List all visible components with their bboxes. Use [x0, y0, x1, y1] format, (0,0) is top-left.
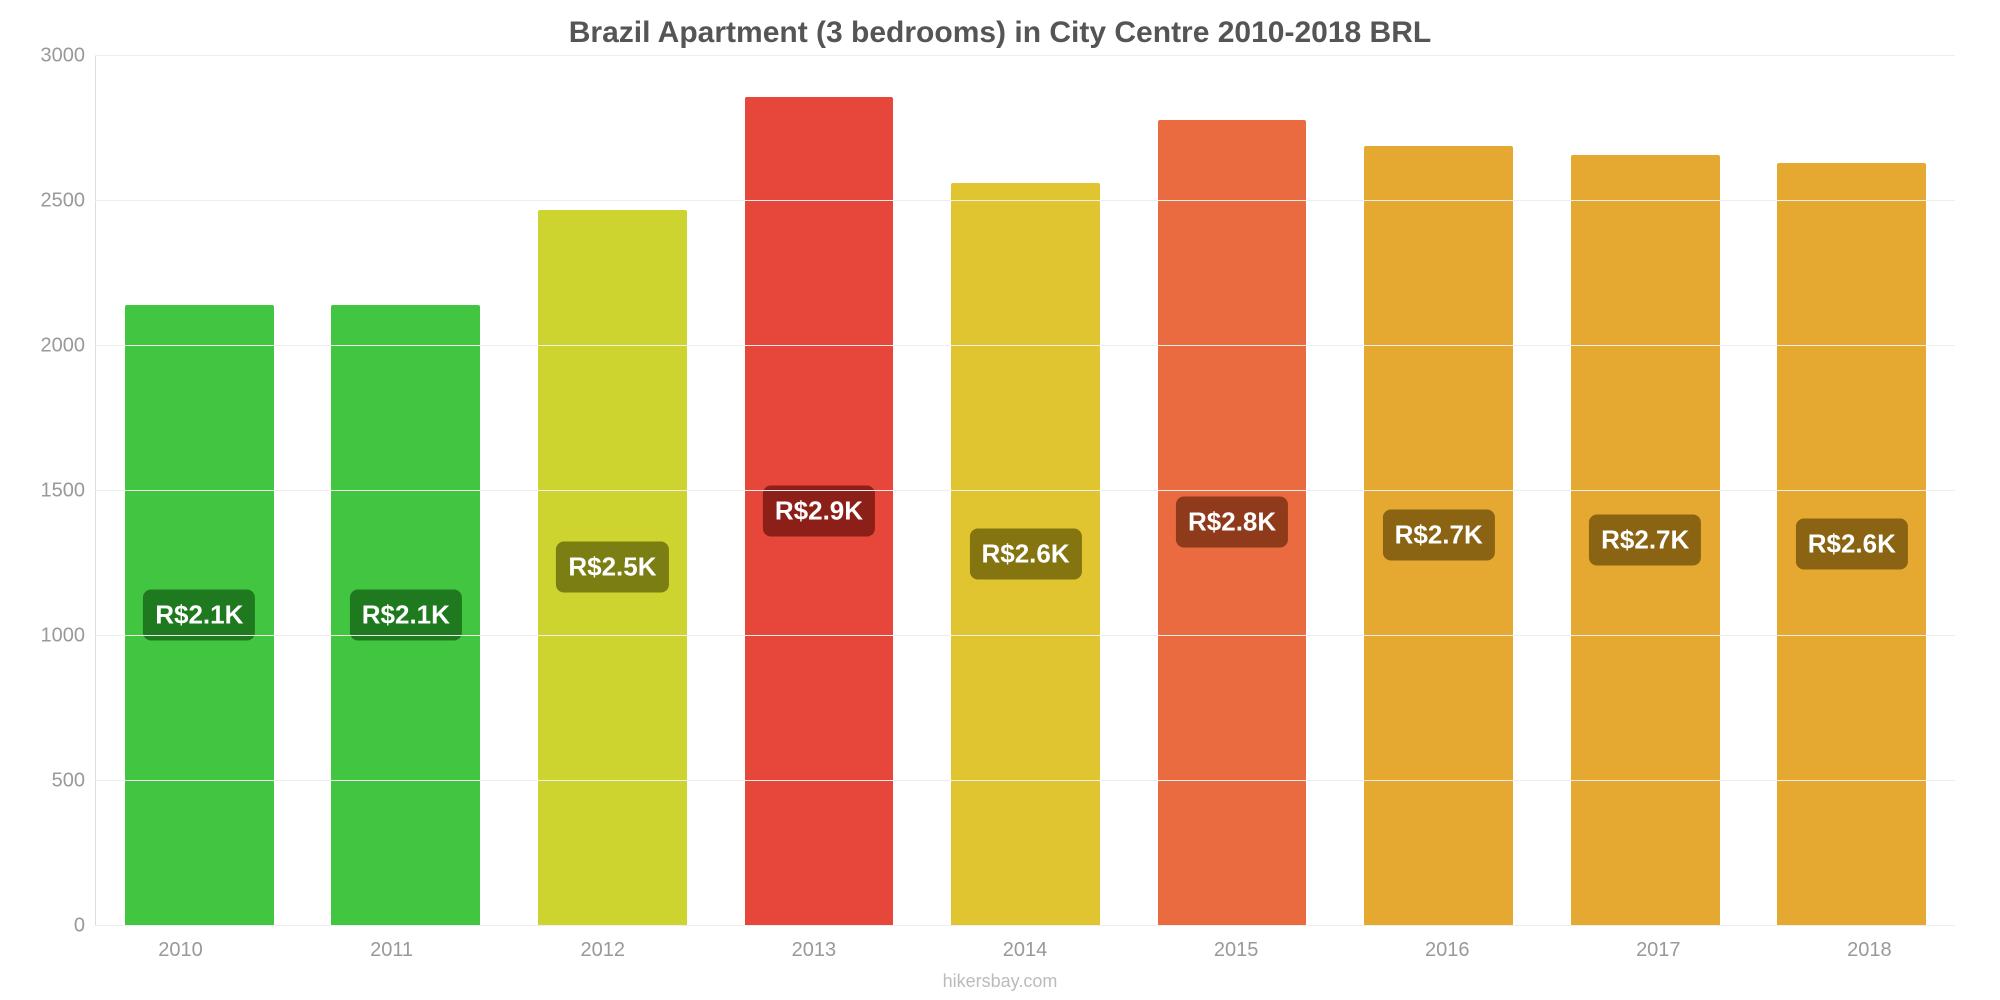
source-label: hikersbay.com	[0, 971, 2000, 992]
gridline	[95, 200, 1955, 201]
bar-value-label: R$2.9K	[763, 485, 875, 536]
gridline	[95, 780, 1955, 781]
x-tick-label: 2011	[286, 939, 497, 962]
bar-value-label: R$2.7K	[1589, 514, 1701, 565]
bar: R$2.7K	[1364, 146, 1513, 925]
x-tick-label: 2012	[497, 939, 708, 962]
x-tick-label: 2015	[1131, 939, 1342, 962]
x-tick-label: 2018	[1764, 939, 1975, 962]
bar: R$2.8K	[1158, 120, 1307, 925]
chart-title: Brazil Apartment (3 bedrooms) in City Ce…	[20, 16, 1980, 50]
bar-value-label: R$2.6K	[1796, 519, 1908, 570]
bar: R$2.1K	[331, 305, 480, 925]
x-tick-label: 2014	[919, 939, 1130, 962]
y-axis: 050010001500200025003000	[20, 56, 85, 926]
gridline	[95, 55, 1955, 56]
y-tick-label: 1500	[20, 480, 85, 503]
bar-value-label: R$2.6K	[969, 529, 1081, 580]
x-tick-label: 2016	[1342, 939, 1553, 962]
bars-container: R$2.1K R$2.1K R$2.5K R$2.9K R$2.6K R$2.8K R$2.…	[95, 56, 1955, 926]
y-tick-label: 0	[20, 915, 85, 938]
bar: R$2.6K	[951, 183, 1100, 925]
x-tick-label: 2013	[708, 939, 919, 962]
plot-area: 050010001500200025003000 R$2.1KR$2.1KR$2…	[95, 56, 1955, 926]
chart-container: Brazil Apartment (3 bedrooms) in City Ce…	[0, 0, 2000, 1000]
bar: R$2.7K	[1571, 155, 1720, 926]
bar: R$2.1K	[125, 305, 274, 925]
x-tick-label: 2010	[75, 939, 286, 962]
gridline	[95, 925, 1955, 926]
bar: R$2.6K	[1777, 163, 1926, 925]
x-tick-label: 2017	[1553, 939, 1764, 962]
bar: R$2.5K	[538, 210, 687, 925]
gridline	[95, 345, 1955, 346]
y-tick-label: 2000	[20, 335, 85, 358]
bar-value-label: R$2.8K	[1176, 497, 1288, 548]
y-tick-label: 3000	[20, 45, 85, 68]
bar-value-label: R$2.5K	[556, 542, 668, 593]
gridline	[95, 490, 1955, 491]
bar-value-label: R$2.7K	[1383, 510, 1495, 561]
y-tick-label: 500	[20, 770, 85, 793]
y-tick-label: 1000	[20, 625, 85, 648]
bar: R$2.9K	[745, 97, 894, 925]
gridline	[95, 635, 1955, 636]
bar-value-label: R$2.1K	[143, 590, 255, 641]
y-tick-label: 2500	[20, 190, 85, 213]
bar-value-label: R$2.1K	[350, 590, 462, 641]
x-axis: 201020112012201320142015201620172018	[75, 939, 1975, 962]
